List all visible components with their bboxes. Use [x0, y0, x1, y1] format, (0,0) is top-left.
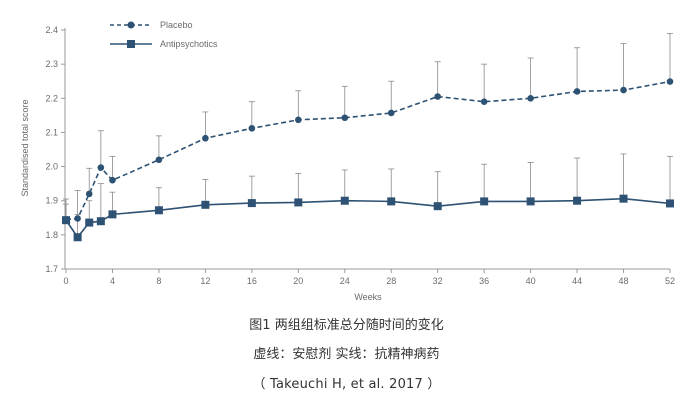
figure-caption: 图1 两组组标准总分随时间的变化 [249, 318, 444, 333]
x-tick-label: 28 [386, 276, 396, 286]
markers [62, 78, 674, 242]
x-tick-label: 4 [110, 276, 115, 286]
x-axis-label: Weeks [354, 292, 382, 302]
x-tick-label: 16 [247, 276, 257, 286]
x-tick-label: 52 [665, 276, 675, 286]
data-point-placebo [97, 164, 105, 171]
data-point-placebo [109, 176, 116, 184]
y-tick-label: 2.3 [45, 59, 58, 69]
x-tick-label: 32 [433, 276, 443, 286]
data-point-placebo [480, 98, 488, 105]
axes [64, 28, 670, 270]
data-point-antipsychotics [340, 196, 349, 205]
data-point-antipsychotics [433, 202, 442, 211]
data-point-placebo [434, 93, 441, 100]
data-point-antipsychotics [294, 198, 303, 207]
data-point-placebo [387, 109, 395, 117]
data-point-antipsychotics [96, 217, 105, 226]
y-axis-label: Standardised total score [20, 99, 30, 196]
legend-placebo-label: Placebo [160, 20, 193, 30]
data-point-antipsychotics [573, 196, 582, 205]
legend-placebo-marker [127, 21, 135, 29]
data-point-placebo [527, 94, 534, 102]
y-tick-label: 1.7 [45, 264, 58, 274]
data-point-antipsychotics [85, 218, 94, 227]
data-point-antipsychotics [62, 216, 70, 225]
x-tick-label: 48 [619, 276, 629, 286]
y-tick-label: 1.9 [45, 196, 58, 206]
legend-antipsychotics-marker [127, 40, 135, 48]
legend-note: 虚线：安慰剂 实线：抗精神病药 [253, 347, 440, 362]
data-point-placebo [155, 156, 163, 164]
x-tick-label: 44 [572, 276, 582, 286]
data-point-placebo [620, 86, 627, 94]
data-point-antipsychotics [480, 197, 489, 206]
x-axis-ticks: 0 4 8 12 16 20 24 28 32 36 40 44 48 52 [63, 269, 675, 286]
y-tick-label: 2.2 [45, 93, 58, 103]
legend-antipsychotics-label: Antipsychotics [160, 39, 218, 49]
x-tick-label: 40 [526, 276, 536, 286]
y-tick-label: 1.8 [45, 230, 58, 240]
legend: Placebo Antipsychotics [110, 20, 218, 49]
x-tick-label: 24 [340, 276, 350, 286]
data-point-placebo [295, 116, 302, 124]
data-point-placebo [666, 78, 674, 85]
data-point-antipsychotics [526, 197, 535, 206]
data-point-antipsychotics [666, 199, 674, 208]
data-point-placebo [341, 114, 349, 122]
y-tick-label: 2.0 [45, 162, 58, 172]
x-tick-label: 20 [293, 276, 303, 286]
x-tick-label: 36 [479, 276, 489, 286]
data-point-placebo [85, 190, 93, 198]
x-tick-label: 0 [63, 276, 68, 286]
data-point-placebo [74, 215, 81, 222]
data-point-placebo [202, 134, 209, 142]
data-point-placebo [573, 88, 581, 95]
x-tick-label: 8 [156, 276, 161, 286]
data-point-antipsychotics [154, 206, 163, 215]
data-point-antipsychotics [201, 200, 210, 209]
data-point-antipsychotics [387, 197, 396, 206]
data-point-antipsychotics [247, 199, 256, 208]
y-tick-label: 2.1 [45, 127, 58, 137]
x-tick-label: 12 [200, 276, 210, 286]
error-bars [63, 33, 673, 238]
data-point-antipsychotics [73, 233, 82, 242]
citation: （ Takeuchi H, et al. 2017 ） [252, 377, 441, 392]
data-point-antipsychotics [619, 194, 628, 203]
data-point-placebo [248, 125, 256, 132]
data-point-antipsychotics [108, 210, 117, 219]
y-tick-label: 2.4 [45, 25, 58, 35]
y-axis-ticks: 1.7 1.8 1.9 2.0 2.1 2.2 2.3 2.4 [45, 25, 65, 274]
